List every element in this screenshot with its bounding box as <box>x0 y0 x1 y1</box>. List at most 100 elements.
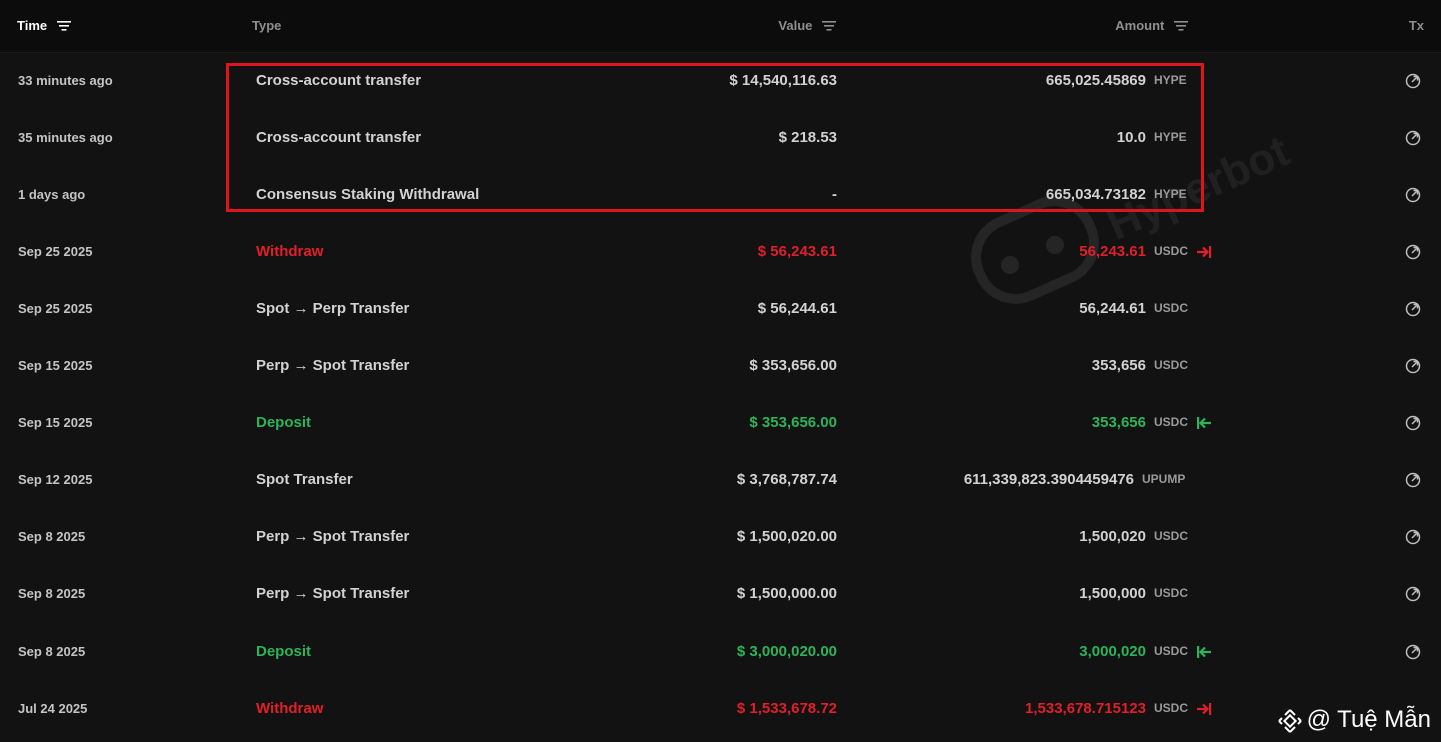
row-amount: 665,034.73182 <box>1045 186 1146 203</box>
row-amount: 56,243.61 <box>1079 243 1146 260</box>
type-header-label: Type <box>252 18 282 33</box>
row-amount: 1,500,000 <box>1079 585 1146 602</box>
withdraw-arrow-icon <box>1196 680 1212 737</box>
table-row: Sep 15 2025 Deposit $ 353,656.00 353,656… <box>0 394 1441 451</box>
row-value: $ 3,768,787.74 <box>736 471 837 488</box>
external-link-icon[interactable] <box>1405 623 1421 680</box>
time-column-header[interactable]: Time <box>17 0 71 52</box>
row-value: - <box>832 186 837 203</box>
filter-icon[interactable] <box>56 20 71 31</box>
amount-column-header[interactable]: Amount <box>1115 0 1188 52</box>
row-token: USDC <box>1154 586 1189 600</box>
external-link-icon[interactable] <box>1405 52 1421 109</box>
table-row: Sep 15 2025 Perp → Spot Transfer $ 353,6… <box>0 337 1441 394</box>
row-token: USDC <box>1154 244 1189 258</box>
filter-icon[interactable] <box>822 20 836 31</box>
row-token: USDC <box>1154 529 1189 543</box>
row-value: $ 218.53 <box>778 129 837 146</box>
row-amount: 611,339,823.3904459476 <box>963 471 1134 488</box>
row-type: Spot → Perp Transfer <box>256 300 410 317</box>
row-value: $ 1,500,020.00 <box>736 528 837 545</box>
row-value: $ 56,243.61 <box>757 243 837 260</box>
row-time: Jul 24 2025 <box>18 701 88 716</box>
time-header-label: Time <box>17 18 48 33</box>
row-token: HYPE <box>1154 187 1187 201</box>
row-amount: 1,533,678.715123 <box>1025 700 1146 717</box>
row-type: Deposit <box>256 643 312 660</box>
external-link-icon[interactable] <box>1405 337 1421 394</box>
external-link-icon[interactable] <box>1405 394 1421 451</box>
table-row: 33 minutes ago Cross-account transfer $ … <box>0 52 1441 109</box>
row-type: Cross-account transfer <box>256 129 422 146</box>
row-type: Perp → Spot Transfer <box>256 357 410 374</box>
row-amount: 353,656 <box>1091 414 1146 431</box>
row-time: 1 days ago <box>18 187 86 202</box>
row-token: USDC <box>1154 701 1189 715</box>
row-value: $ 353,656.00 <box>749 357 837 374</box>
external-link-icon[interactable] <box>1405 280 1421 337</box>
row-time: Sep 12 2025 <box>18 472 93 487</box>
credit-text: @ Tuệ Mẫn <box>1306 706 1431 733</box>
table-row: Jul 24 2025 Withdraw $ 1,533,678.72 1,53… <box>0 680 1441 737</box>
external-link-icon[interactable] <box>1405 451 1421 508</box>
external-link-icon[interactable] <box>1405 565 1421 622</box>
row-time: Sep 8 2025 <box>18 644 86 659</box>
table-row: Sep 25 2025 Spot → Perp Transfer $ 56,24… <box>0 280 1441 337</box>
deposit-arrow-icon <box>1196 394 1212 451</box>
row-time: Sep 25 2025 <box>18 244 93 259</box>
row-amount: 56,244.61 <box>1079 300 1146 317</box>
row-token: USDC <box>1154 644 1189 658</box>
row-value: $ 353,656.00 <box>749 414 837 431</box>
row-type: Perp → Spot Transfer <box>256 528 410 545</box>
row-time: Sep 25 2025 <box>18 301 93 316</box>
binance-logo-icon <box>1277 708 1302 733</box>
row-type: Withdraw <box>256 243 324 260</box>
row-token: UPUMP <box>1142 472 1186 486</box>
row-type: Spot Transfer <box>256 471 353 488</box>
row-value: $ 56,244.61 <box>757 300 837 317</box>
row-token: USDC <box>1154 415 1189 429</box>
value-header-label: Value <box>778 18 813 33</box>
row-time: 33 minutes ago <box>18 73 113 88</box>
row-amount: 1,500,020 <box>1079 528 1146 545</box>
value-column-header[interactable]: Value <box>778 0 836 52</box>
row-token: USDC <box>1154 358 1189 372</box>
row-amount: 353,656 <box>1091 357 1146 374</box>
table-row: 1 days ago Consensus Staking Withdrawal … <box>0 166 1441 223</box>
row-value: $ 14,540,116.63 <box>729 72 837 89</box>
row-token: HYPE <box>1154 130 1187 144</box>
row-amount: 665,025.45869 <box>1045 72 1146 89</box>
row-amount: 10.0 <box>1116 129 1146 146</box>
row-type: Cross-account transfer <box>256 72 422 89</box>
filter-icon[interactable] <box>1174 20 1188 31</box>
table-row: Sep 25 2025 Withdraw $ 56,243.61 56,243.… <box>0 223 1441 280</box>
row-token: HYPE <box>1154 73 1187 87</box>
row-token: USDC <box>1154 301 1189 315</box>
table-row: 35 minutes ago Cross-account transfer $ … <box>0 109 1441 166</box>
tx-header-label: Tx <box>1408 18 1424 33</box>
row-value: $ 1,533,678.72 <box>736 700 837 717</box>
deposit-arrow-icon <box>1196 623 1212 680</box>
external-link-icon[interactable] <box>1405 223 1421 280</box>
table-header: Time Type Value Amount <box>0 0 1441 53</box>
row-time: Sep 15 2025 <box>18 358 93 373</box>
external-link-icon[interactable] <box>1405 109 1421 166</box>
row-time: Sep 8 2025 <box>18 586 86 601</box>
external-link-icon[interactable] <box>1405 166 1421 223</box>
tx-column-header: Tx <box>1409 0 1424 52</box>
row-type: Withdraw <box>256 700 324 717</box>
row-value: $ 3,000,020.00 <box>736 643 837 660</box>
external-link-icon[interactable] <box>1405 508 1421 565</box>
row-type: Consensus Staking Withdrawal <box>256 186 480 203</box>
table-row: Sep 8 2025 Perp → Spot Transfer $ 1,500,… <box>0 508 1441 565</box>
withdraw-arrow-icon <box>1196 223 1212 280</box>
row-time: Sep 8 2025 <box>18 529 86 544</box>
table-row: Sep 8 2025 Perp → Spot Transfer $ 1,500,… <box>0 565 1441 622</box>
row-type: Deposit <box>256 414 312 431</box>
credit-watermark: @ Tuệ Mẫn <box>1277 706 1431 734</box>
row-amount: 3,000,020 <box>1079 643 1146 660</box>
table-row: Sep 8 2025 Deposit $ 3,000,020.00 3,000,… <box>0 623 1441 680</box>
row-time: 35 minutes ago <box>18 130 113 145</box>
row-time: Sep 15 2025 <box>18 415 93 430</box>
